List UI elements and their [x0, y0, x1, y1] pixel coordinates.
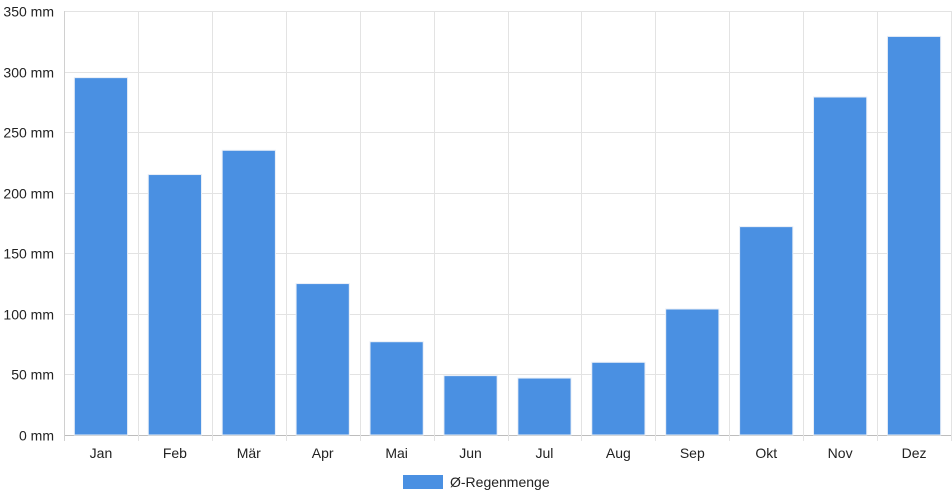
bar-apr: [295, 283, 350, 436]
bar-okt: [739, 226, 794, 436]
y-tick-label: 50 mm: [11, 367, 54, 383]
bar-jun: [443, 375, 498, 436]
x-tick-label: Okt: [755, 445, 777, 461]
x-tick-label: Dez: [902, 445, 927, 461]
bar-nov: [813, 96, 868, 436]
bar-aug: [591, 361, 646, 436]
x-tick-label: Aug: [606, 445, 631, 461]
legend-swatch: [403, 475, 443, 489]
y-tick-label: 200 mm: [3, 186, 54, 202]
y-tick-label: 100 mm: [3, 307, 54, 323]
y-tick-label: 350 mm: [3, 4, 54, 20]
x-tick-label: Sep: [680, 445, 705, 461]
grid-lines: [64, 11, 952, 441]
y-tick-label: 0 mm: [19, 428, 54, 444]
y-tick-label: 250 mm: [3, 125, 54, 141]
y-tick-label: 150 mm: [3, 246, 54, 262]
x-tick-label: Jan: [90, 445, 113, 461]
bar-mai: [369, 341, 424, 436]
bar-jul: [517, 377, 572, 436]
x-tick-label: Mai: [385, 445, 408, 461]
bars: [73, 35, 942, 436]
x-tick-label: Jun: [459, 445, 482, 461]
x-tick-label: Feb: [163, 445, 187, 461]
x-tick-label: Mär: [237, 445, 261, 461]
bar-feb: [147, 174, 202, 436]
bar-mär: [221, 149, 276, 436]
legend-label: Ø-Regenmenge: [450, 474, 550, 490]
y-tick-label: 300 mm: [3, 65, 54, 81]
bar-dez: [886, 35, 942, 436]
bar-jan: [73, 77, 129, 436]
axes: 0 mm 50 mm 100 mm 150 mm 200 mm 250 mm 300 mm 3…: [3, 4, 926, 462]
x-tick-label: Apr: [312, 445, 334, 461]
x-tick-label: Jul: [536, 445, 554, 461]
legend[interactable]: Ø-Regenmenge: [403, 474, 550, 490]
x-tick-label: Nov: [828, 445, 853, 461]
bar-sep: [665, 308, 720, 436]
